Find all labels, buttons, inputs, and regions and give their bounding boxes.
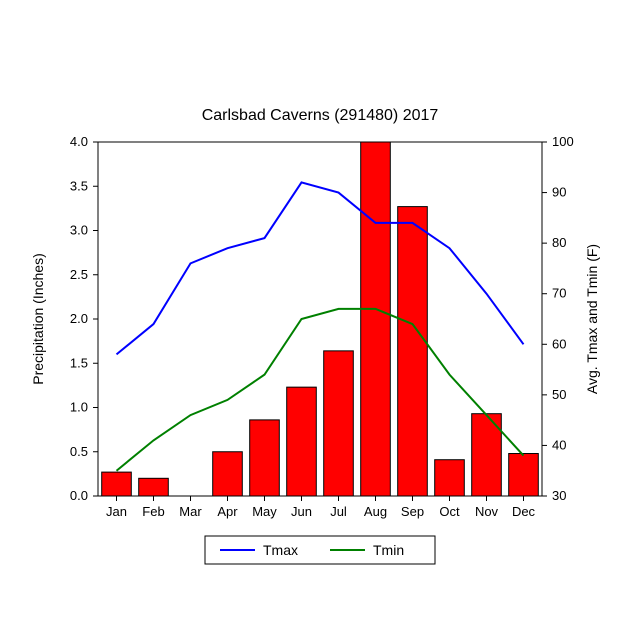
x-tick-label: Jul xyxy=(330,504,347,519)
y2-tick-label: 70 xyxy=(552,286,566,301)
x-tick-label: Sep xyxy=(401,504,424,519)
precip-bar xyxy=(139,478,169,496)
x-tick-label: Apr xyxy=(217,504,238,519)
precip-bar xyxy=(250,420,280,496)
tmax-line xyxy=(117,182,524,354)
x-tick-label: Feb xyxy=(142,504,164,519)
y2-axis-label: Avg. Tmax and Tmin (F) xyxy=(584,244,600,394)
y1-tick-label: 1.5 xyxy=(70,355,88,370)
chart-title: Carlsbad Caverns (291480) 2017 xyxy=(202,107,439,124)
x-tick-label: Jan xyxy=(106,504,127,519)
y1-tick-label: 1.0 xyxy=(70,400,88,415)
y1-tick-label: 2.0 xyxy=(70,311,88,326)
x-tick-label: May xyxy=(252,504,277,519)
legend-tmin-label: Tmin xyxy=(373,542,404,558)
y1-tick-label: 4.0 xyxy=(70,134,88,149)
y2-tick-label: 30 xyxy=(552,488,566,503)
y1-tick-label: 2.5 xyxy=(70,267,88,282)
precip-bar xyxy=(213,452,243,496)
y2-tick-label: 90 xyxy=(552,185,566,200)
x-tick-label: Nov xyxy=(475,504,499,519)
y2-tick-label: 100 xyxy=(552,134,574,149)
x-tick-label: Dec xyxy=(512,504,536,519)
precip-bar xyxy=(324,351,354,496)
y2-tick-label: 50 xyxy=(552,387,566,402)
y1-tick-label: 0.5 xyxy=(70,444,88,459)
x-tick-label: Oct xyxy=(439,504,460,519)
precip-bar xyxy=(509,454,539,496)
x-tick-label: Aug xyxy=(364,504,387,519)
x-tick-label: Mar xyxy=(179,504,202,519)
y1-tick-label: 0.0 xyxy=(70,488,88,503)
y1-tick-label: 3.0 xyxy=(70,223,88,238)
y2-tick-label: 60 xyxy=(552,336,566,351)
x-tick-label: Jun xyxy=(291,504,312,519)
y1-axis-label: Precipitation (Inches) xyxy=(30,253,46,385)
chart-container: Carlsbad Caverns (291480) 2017 0.0 0.5 1.0 1… xyxy=(0,0,640,640)
climate-chart: Carlsbad Caverns (291480) 2017 0.0 0.5 1.0 1… xyxy=(0,0,640,640)
precip-bar xyxy=(398,207,428,496)
precip-bar xyxy=(361,142,391,496)
precip-bar xyxy=(102,472,132,496)
y1-tick-label: 3.5 xyxy=(70,178,88,193)
y2-tick-label: 40 xyxy=(552,437,566,452)
precip-bar xyxy=(287,387,317,496)
tmin-line xyxy=(117,309,524,471)
legend-tmax-label: Tmax xyxy=(263,542,298,558)
y2-tick-label: 80 xyxy=(552,235,566,250)
precip-bar xyxy=(435,460,465,496)
